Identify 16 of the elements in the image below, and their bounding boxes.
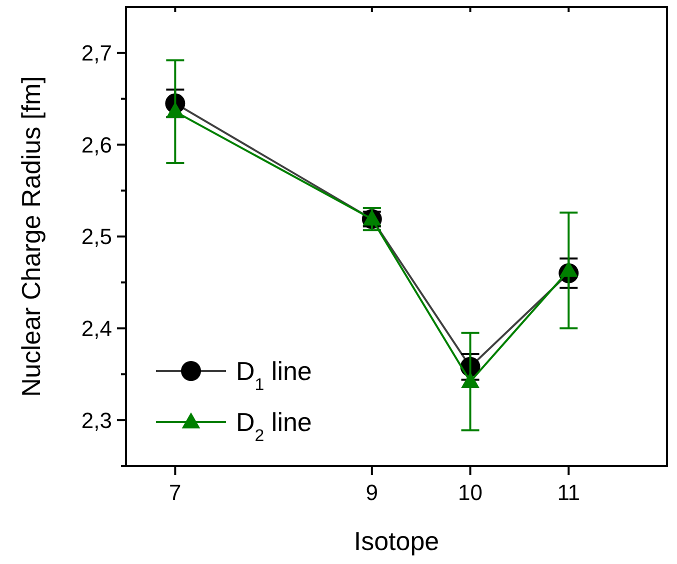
y-tick-label: 2,6 (81, 132, 112, 158)
x-tick-label: 10 (458, 480, 483, 505)
y-axis-title: Nuclear Charge Radius [fm] (16, 76, 46, 397)
x-tick-label: 7 (169, 480, 182, 505)
point (166, 102, 184, 118)
x-axis-title: Isotope (354, 526, 440, 556)
legend-label: D$_{1}$ line (236, 356, 312, 394)
legend-label: D$_{2}$ line (236, 407, 312, 445)
x-tick-label: 11 (557, 480, 580, 505)
y-tick-label: 2,7 (81, 40, 112, 66)
y-tick-label: 2,4 (81, 316, 112, 341)
x-tick-label: 9 (366, 480, 378, 505)
y-tick-label: 2,3 (81, 408, 112, 433)
point (559, 260, 578, 277)
point (461, 372, 480, 388)
y-tick-label: 2,5 (81, 224, 112, 250)
